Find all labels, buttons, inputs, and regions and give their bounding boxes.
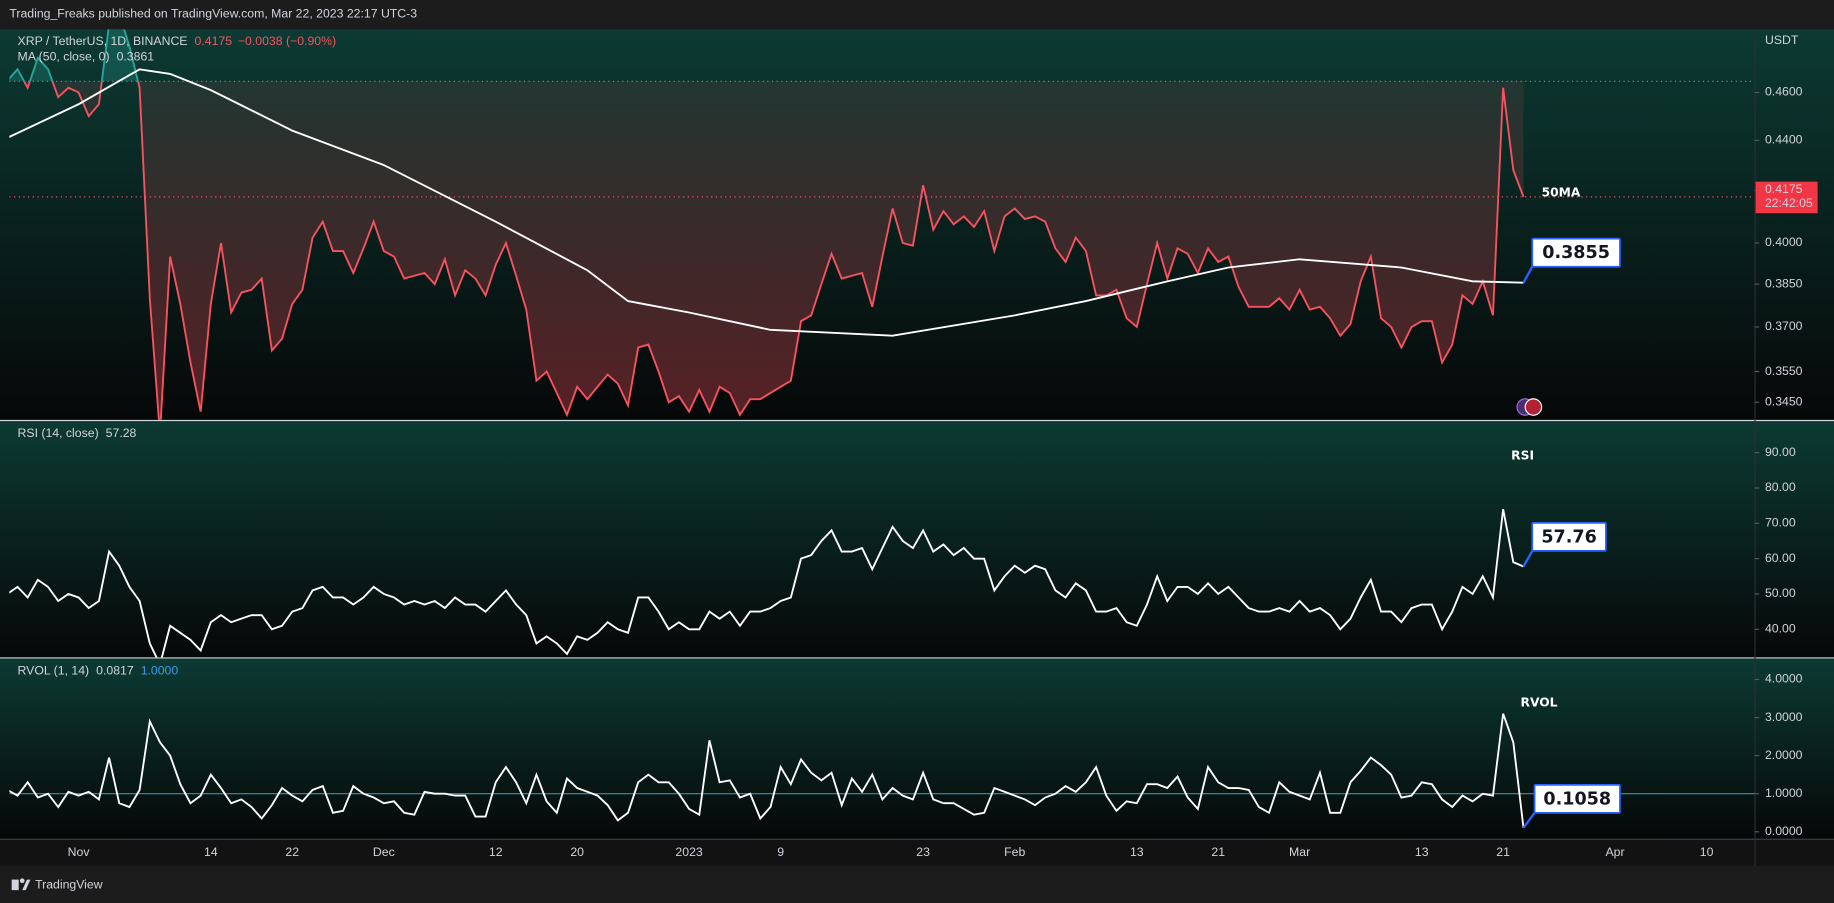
last-price-box (1755, 181, 1818, 214)
logo-part (19, 878, 25, 884)
annotation: 50MA (1542, 186, 1581, 200)
y-tick-label: 80.00 (1765, 480, 1796, 494)
rvol-pane-bg (0, 658, 1834, 839)
x-tick-label: Mar (1289, 845, 1310, 859)
price-line-below (23, 81, 1525, 420)
legend-name: XRP / TetherUS, 1D, BINANCE (18, 34, 188, 48)
x-tick-label: 20 (570, 845, 584, 859)
annotation: RSI (1511, 449, 1534, 463)
event-icon (1524, 398, 1543, 416)
baseline-fill-below (9, 81, 1524, 420)
y-tick-label: 0.3850 (1765, 276, 1803, 290)
value-box-label: 0.1058 (1543, 789, 1611, 809)
value-box-connector (1522, 266, 1534, 284)
legend-name: RSI (14, close) (18, 426, 99, 440)
baseline-fill-above (9, 29, 138, 82)
x-tick-label: 13 (1415, 845, 1429, 859)
y-tick-label: 50.00 (1765, 586, 1796, 600)
y-tick-label: 0.4000 (1765, 235, 1803, 249)
x-tick-label: Apr (1606, 845, 1625, 859)
y-tick-label: 0.0000 (1765, 824, 1803, 838)
y-tick-label: 0.4600 (1765, 85, 1803, 99)
value-box-label: 0.3855 (1542, 243, 1610, 263)
series-line (9, 509, 1524, 658)
x-tick-label: Nov (68, 845, 91, 859)
x-tick-label: 21 (1211, 845, 1225, 859)
legend-change: −0.0038 (−0.90%) (238, 34, 336, 48)
value-box (1533, 783, 1621, 814)
legend-row: RVOL (1, 14) 0.0817 1.0000 (18, 664, 179, 678)
x-tick-label: 9 (777, 845, 784, 859)
x-tick-label: Feb (1004, 845, 1025, 859)
countdown-label: 22:42:05 (1765, 196, 1813, 210)
y-tick-label: 0.3450 (1765, 395, 1803, 409)
footer-bar (0, 865, 1834, 903)
last-price-label: 0.4175 (1765, 182, 1803, 196)
pane-plot (9, 509, 1524, 658)
x-tick-label: 22 (285, 845, 299, 859)
logo-part (11, 879, 19, 891)
x-tick-label: 10 (1700, 845, 1714, 859)
value-box-label: 57.76 (1541, 527, 1596, 547)
value-box (1531, 237, 1621, 268)
legend-value: 57.28 (106, 426, 137, 440)
legend-row: XRP / TetherUS, 1D, BINANCE 0.4175 −0.0038… (18, 34, 337, 48)
legend-row: MA (50, close, 0) 0.3861 (18, 50, 155, 64)
x-tick-label: 2023 (675, 845, 702, 859)
axis-unit: USDT (1765, 33, 1799, 47)
pane-plot (9, 29, 1755, 420)
y-tick-label: 4.0000 (1765, 672, 1803, 686)
y-tick-label: 0.4400 (1765, 133, 1803, 147)
x-tick-label: 12 (489, 845, 503, 859)
pane-plot (9, 713, 1755, 828)
legend-value: 0.4175 (195, 34, 233, 48)
annotation: RVOL (1521, 695, 1558, 709)
x-tick-label: 21 (1496, 845, 1510, 859)
y-tick-label: 90.00 (1765, 445, 1796, 459)
legend-name: MA (50, close, 0) (18, 50, 110, 64)
tradingview-logo (11, 878, 31, 891)
y-tick-label: 60.00 (1765, 551, 1796, 565)
x-tick-label: 14 (204, 845, 218, 859)
event-icons (1516, 398, 1543, 416)
legend-reference: 1.0000 (141, 664, 179, 678)
value-box-connector (1522, 550, 1534, 568)
value-box (1531, 521, 1607, 552)
brand: TradingView (35, 878, 103, 892)
y-tick-label: 0.3700 (1765, 319, 1803, 333)
y-tick-label: 1.0000 (1765, 786, 1803, 800)
y-tick-label: 0.3550 (1765, 364, 1803, 378)
series-line (9, 713, 1525, 828)
logo-part (22, 879, 31, 891)
legend-value: 0.3861 (117, 50, 155, 64)
y-tick-label: 70.00 (1765, 516, 1796, 530)
x-tick-label: 13 (1130, 845, 1144, 859)
publish-info: Trading_Freaks published on TradingView.… (9, 6, 417, 20)
value-box-connector (1522, 812, 1536, 829)
legend-name: RVOL (1, 14) (18, 664, 90, 678)
y-tick-label: 2.0000 (1765, 748, 1803, 762)
time-axis-bg (0, 839, 1834, 866)
legend-row: RSI (14, close) 57.28 (18, 426, 137, 440)
top-bar (0, 0, 1834, 30)
legend-value: 0.0817 (96, 664, 134, 678)
y-tick-label: 40.00 (1765, 622, 1796, 636)
x-tick-label: 23 (916, 845, 930, 859)
x-tick-label: Dec (373, 845, 395, 859)
series-line (9, 68, 1524, 337)
y-tick-label: 3.0000 (1765, 710, 1803, 724)
